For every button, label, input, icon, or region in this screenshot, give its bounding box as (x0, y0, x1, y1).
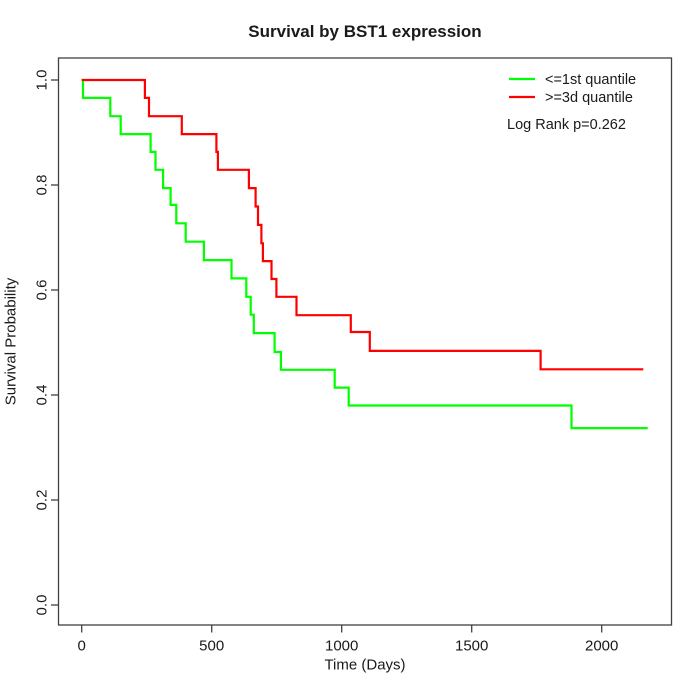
y-tick-label: 0.0 (34, 595, 51, 616)
y-axis-label: Survival Probability (3, 277, 20, 405)
chart-title: Survival by BST1 expression (248, 22, 481, 41)
log-rank-p-value: Log Rank p=0.262 (507, 117, 626, 133)
plot-box (57, 57, 673, 626)
x-axis-label: Time (Days) (324, 657, 405, 674)
y-tick-label: 0.4 (34, 385, 51, 406)
km-curves (81, 78, 648, 430)
y-tick-label: 0.2 (34, 490, 51, 511)
x-axis: 0 500 1000 1500 2000 (78, 625, 618, 655)
x-tick-label: 0 (78, 638, 86, 655)
km-curve-high-expression (81, 78, 644, 371)
x-tick-label: 1000 (325, 638, 358, 655)
y-tick-label: 0.6 (34, 280, 51, 301)
x-tick-label: 2000 (585, 638, 618, 655)
y-tick-label: 0.8 (34, 175, 51, 196)
legend-label-low-expression: <=1st quantile (545, 72, 636, 88)
km-curve-low-expression (81, 78, 648, 430)
legend: <=1st quantile >=3d quantile Log Rank p=… (507, 72, 636, 133)
legend-label-high-expression: >=3d quantile (545, 90, 633, 106)
x-tick-label: 500 (199, 638, 224, 655)
x-tick-label: 1500 (455, 638, 488, 655)
y-axis: 0.0 0.2 0.4 0.6 0.8 1.0 (34, 70, 59, 616)
y-tick-label: 1.0 (34, 70, 51, 91)
